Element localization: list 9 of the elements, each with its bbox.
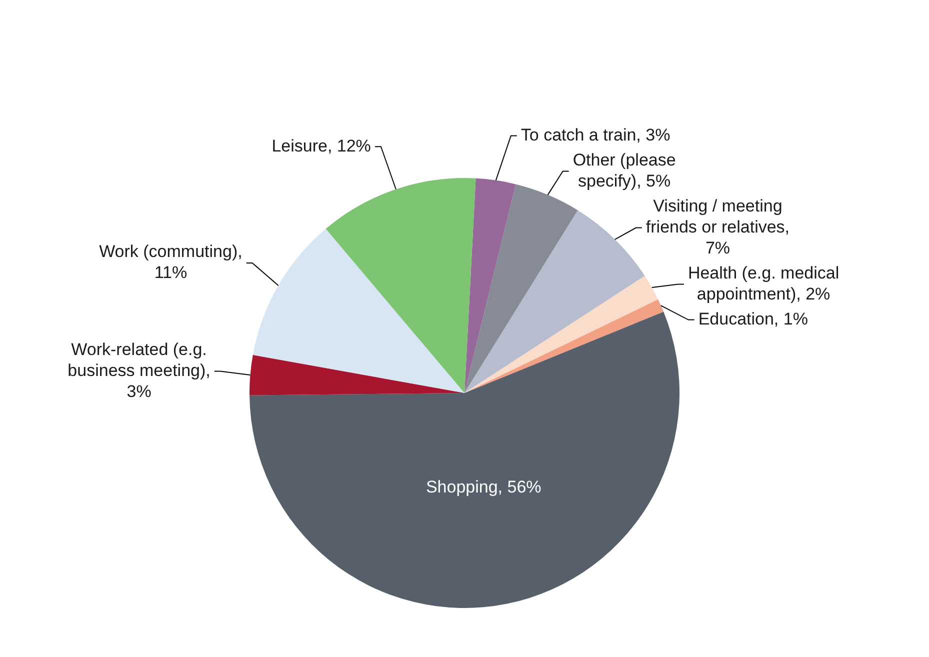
slice-label: Work-related (e.g. business meeting), 3% (68, 340, 210, 401)
slice-label: Education, 1% (698, 309, 808, 328)
slice-label: Work (commuting), 11% (99, 242, 242, 282)
slice-label: Other (please specify), 5% (572, 150, 676, 190)
slice-label: Shopping, 56% (426, 478, 542, 497)
slice-label: Leisure, 12% (272, 136, 371, 156)
slice-label: To catch a train, 3% (520, 125, 670, 144)
slice-label: Health (e.g. medical appointment), 2% (688, 263, 840, 304)
slice-label: Visiting / meeting friends or relatives, 7% (646, 196, 790, 258)
